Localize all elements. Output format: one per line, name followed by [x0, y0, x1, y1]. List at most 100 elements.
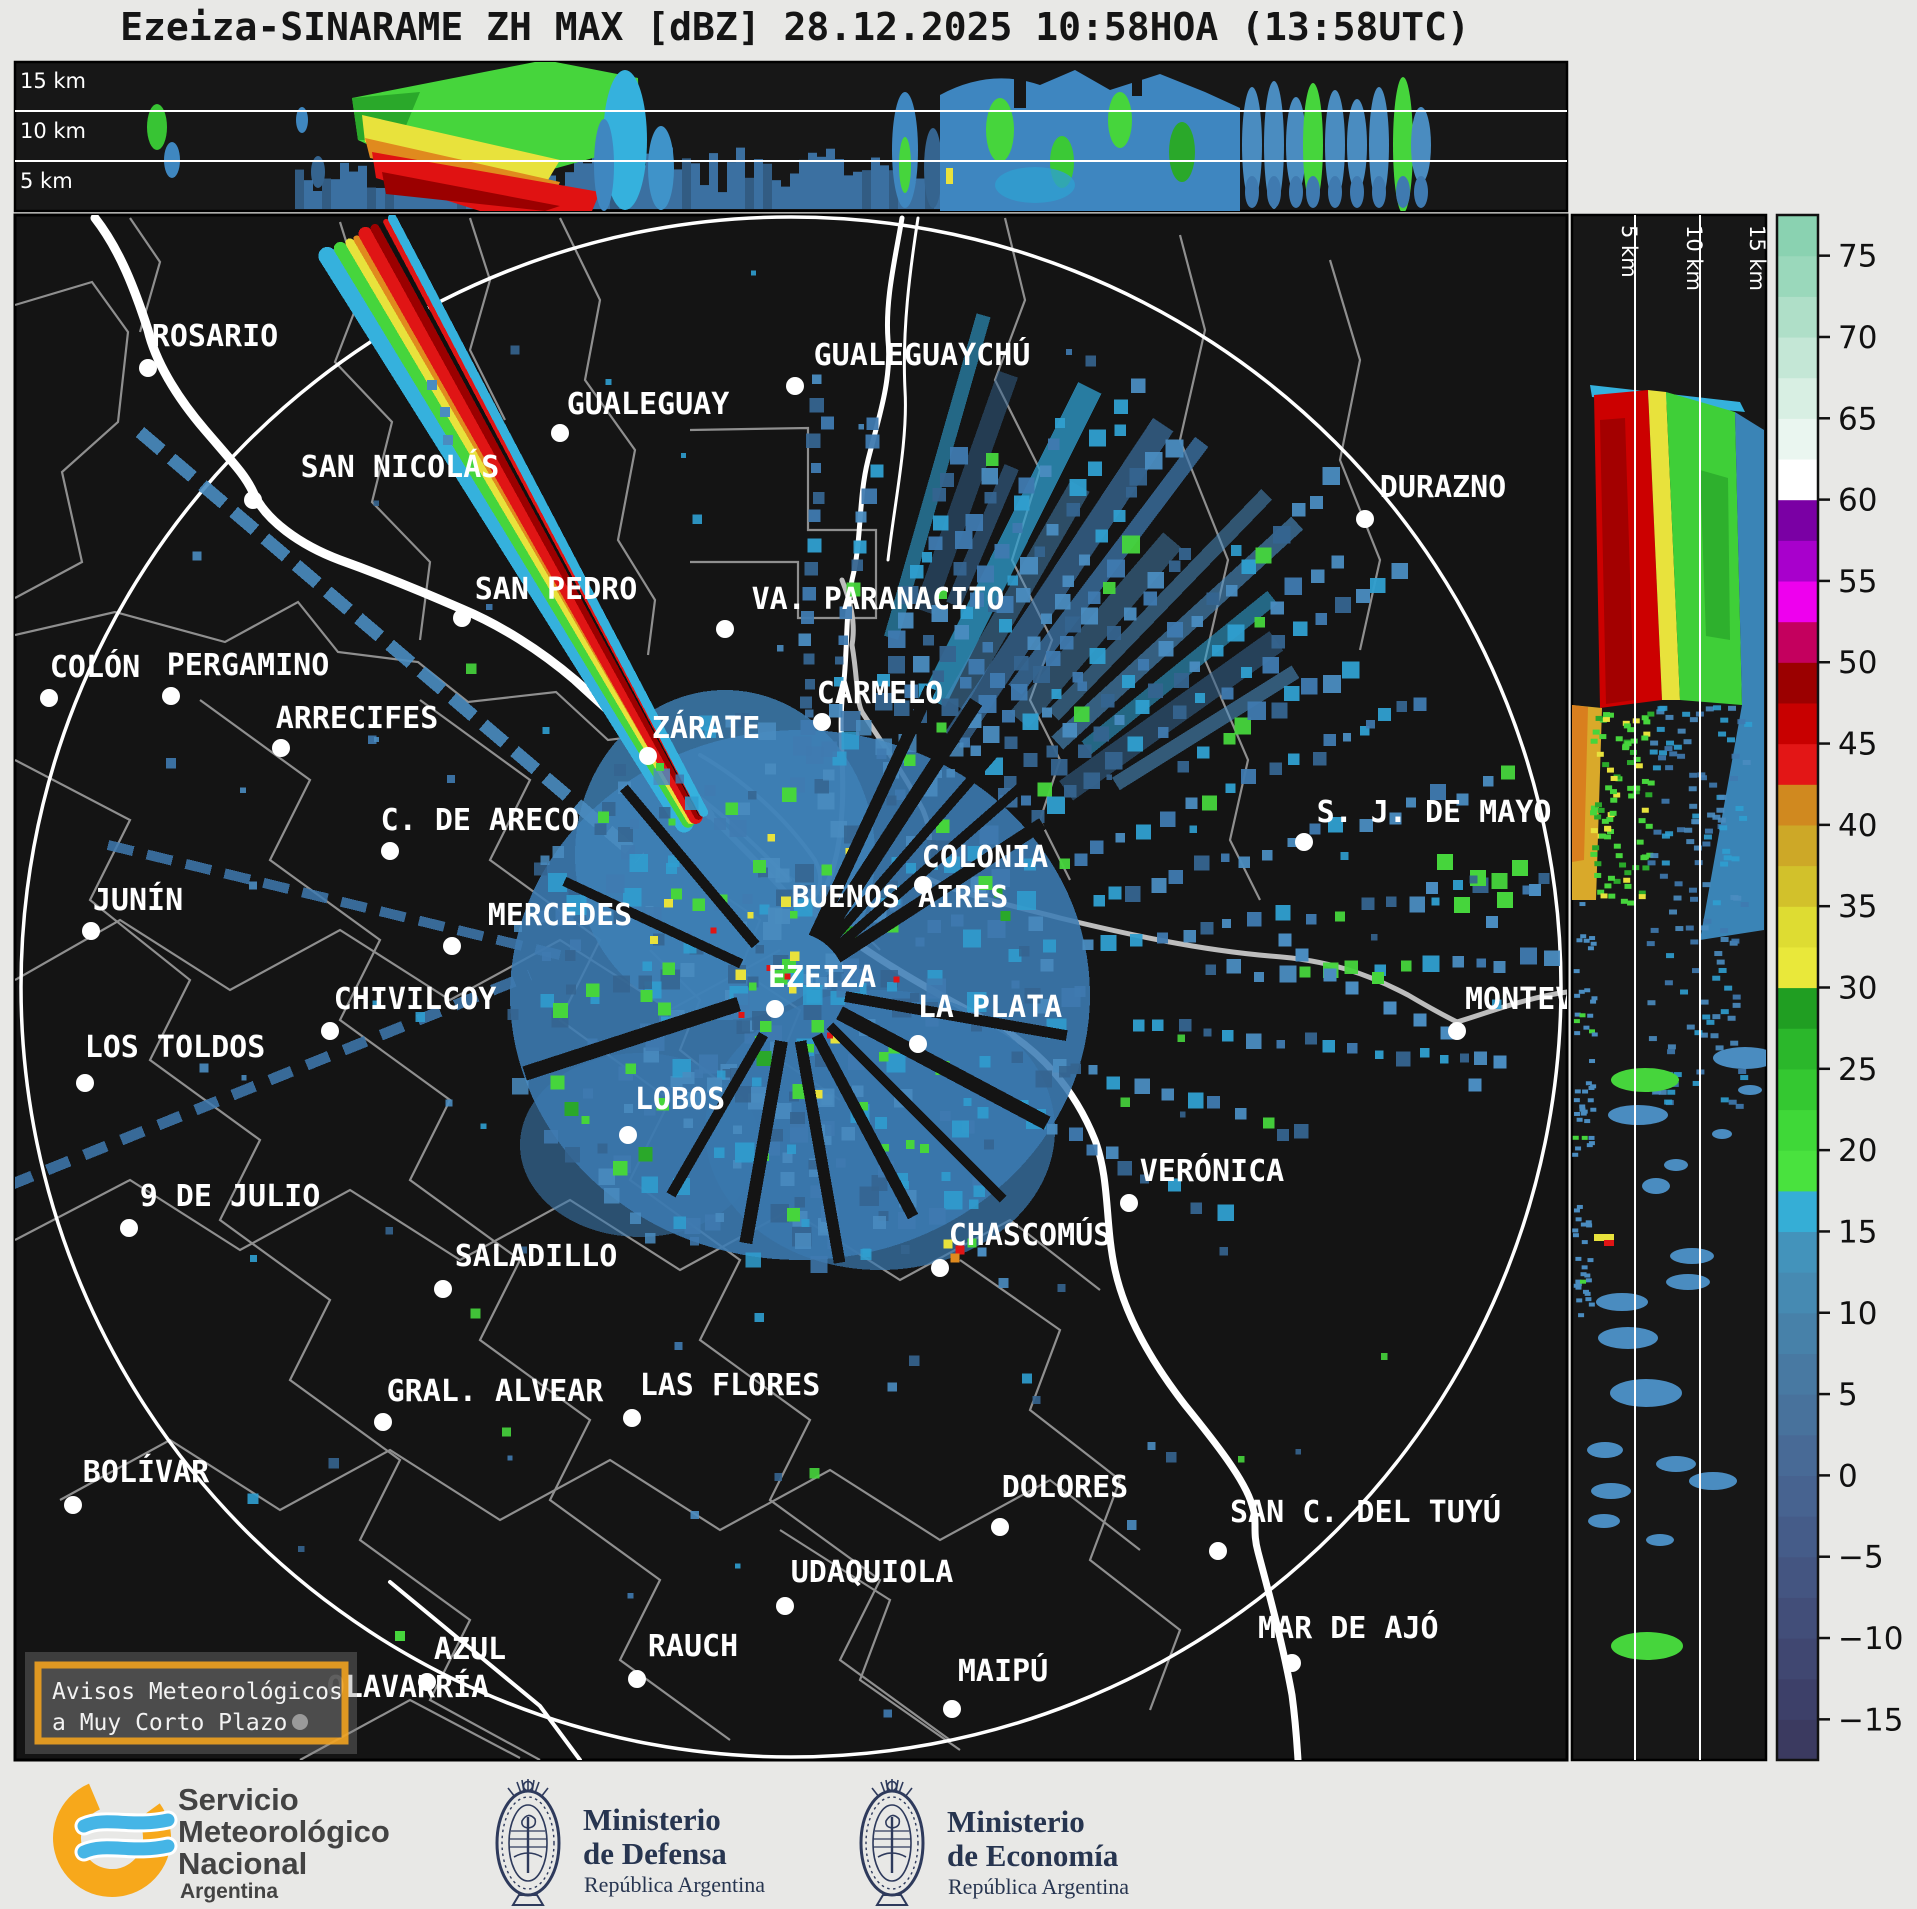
colorbar-band: [1777, 540, 1818, 582]
top-panel-echoes: [147, 62, 1431, 211]
colorbar-band: [1777, 1475, 1818, 1517]
city-dot: [628, 1670, 646, 1688]
city-dot: [272, 739, 290, 757]
city-label: ARRECIFES: [276, 701, 439, 736]
city-label: CHASCOMÚS: [949, 1216, 1112, 1253]
colorbar-band: [1777, 255, 1818, 297]
defensa-line3: República Argentina: [584, 1872, 765, 1897]
right-panel-height-label: 10 km: [1682, 225, 1706, 291]
colorbar-tick-label: 30: [1838, 971, 1877, 1007]
colorbar-band: [1777, 702, 1818, 745]
colorbar-band: [1777, 1190, 1818, 1233]
city-label: MAIPÚ: [958, 1652, 1048, 1689]
city-label: LOS TOLDOS: [85, 1030, 266, 1065]
city-label: LOBOS: [635, 1082, 725, 1117]
colorbar-band: [1777, 1516, 1818, 1558]
city-label: MAR DE AJÓ: [1258, 1609, 1439, 1646]
economia-line3: República Argentina: [948, 1874, 1129, 1899]
colorbar-band: [1777, 1597, 1818, 1639]
page-title: Ezeiza-SINARAME ZH MAX [dBZ] 28.12.2025 …: [120, 5, 1470, 49]
economia-line1: Ministerio: [947, 1804, 1085, 1839]
city-dot: [1120, 1194, 1138, 1212]
colorbar-band: [1777, 1556, 1818, 1598]
city-dot: [381, 842, 399, 860]
colorbar-band: [1777, 336, 1818, 379]
colorbar-tick-label: −10: [1838, 1621, 1903, 1657]
colorbar-band: [1777, 662, 1818, 704]
city-dot: [943, 1700, 961, 1718]
city-dot: [1295, 833, 1313, 851]
city-label: UDAQUIOLA: [791, 1555, 954, 1590]
colorbar-band: [1777, 1394, 1818, 1436]
footer: Servicio Meteorológico Nacional Argentin…: [52, 1777, 1129, 1907]
city-label: CARMELO: [817, 676, 943, 711]
city-label: OLAVARRÍA: [327, 1669, 490, 1705]
alert-box[interactable]: Avisos Meteorológicos a Muy Corto Plazo: [25, 1652, 357, 1754]
city-label: MONTEV: [1465, 982, 1573, 1017]
colorbar-band: [1777, 865, 1818, 907]
colorbar-tick-label: 65: [1838, 401, 1877, 437]
city-label: SAN C. DEL TUYÚ: [1230, 1493, 1501, 1530]
city-label: ZÁRATE: [652, 710, 760, 746]
city-label: SAN NICOLÁS: [301, 449, 500, 485]
city-dot: [639, 747, 657, 765]
city-dot: [453, 609, 471, 627]
colorbar-band: [1777, 215, 1818, 257]
city-dot: [418, 1673, 436, 1691]
colorbar-band: [1777, 499, 1818, 541]
top-panel-height-label: 10 km: [20, 119, 86, 143]
smn-name-line4: Argentina: [180, 1880, 278, 1903]
city-dot: [1209, 1542, 1227, 1560]
colorbar-band: [1777, 1231, 1818, 1273]
radar-echoes: [15, 215, 1560, 1718]
city-dot: [82, 922, 100, 940]
colorbar-band: [1777, 1028, 1818, 1070]
city-label: GUALEGUAYCHÚ: [814, 336, 1031, 373]
colorbar-band: [1777, 418, 1818, 460]
colorbar-tick-label: 50: [1838, 645, 1877, 681]
city-label: ROSARIO: [152, 319, 278, 354]
city-label: AZUL: [434, 1632, 506, 1667]
colorbar-tick-label: 55: [1838, 564, 1877, 600]
colorbar-band: [1777, 580, 1818, 623]
city-dot: [619, 1126, 637, 1144]
radar-range-ring: [19, 215, 1563, 1759]
colorbar-band: [1777, 784, 1818, 826]
colorbar-tick-label: −15: [1838, 1702, 1903, 1738]
city-label: DURAZNO: [1380, 470, 1506, 505]
city-dot: [40, 689, 58, 707]
colorbar-band: [1777, 906, 1818, 948]
city-dot: [1283, 1654, 1301, 1672]
city-label: LA PLATA: [918, 990, 1063, 1025]
city-dot: [1448, 1022, 1466, 1040]
city-dot: [434, 1280, 452, 1298]
colorbar-band: [1777, 1109, 1818, 1151]
alert-box-indicator-dot[interactable]: [292, 1714, 308, 1730]
city-dot: [991, 1518, 1009, 1536]
colorbar-band: [1777, 946, 1818, 989]
coat-of-arms-economia-icon: [859, 1777, 925, 1907]
right-cross-section-panel: 5 km 10 km 15 km: [1570, 213, 1769, 1762]
colorbar-tick-label: 70: [1838, 320, 1877, 356]
right-panel-echoes: [1572, 385, 1766, 1660]
city-label: EZEIZA: [768, 960, 876, 995]
city-dot: [766, 1000, 784, 1018]
colorbar-band: [1777, 1434, 1818, 1476]
city-dot: [931, 1259, 949, 1277]
colorbar-tick-label: 45: [1838, 727, 1877, 763]
colorbar-band: [1777, 743, 1818, 785]
city-dot: [139, 359, 157, 377]
city-dot: [909, 1035, 927, 1053]
city-dot: [64, 1496, 82, 1514]
city-label: RAUCH: [648, 1629, 738, 1664]
city-dot: [162, 687, 180, 705]
city-dot: [443, 937, 461, 955]
smn-logo-icon: [52, 1779, 178, 1897]
city-label: JUNÍN: [93, 882, 183, 918]
defensa-logo: Ministerio de Defensa República Argentin…: [495, 1777, 765, 1907]
colorbar-tick-label: 0: [1838, 1458, 1858, 1494]
colorbar-band: [1777, 1068, 1818, 1111]
